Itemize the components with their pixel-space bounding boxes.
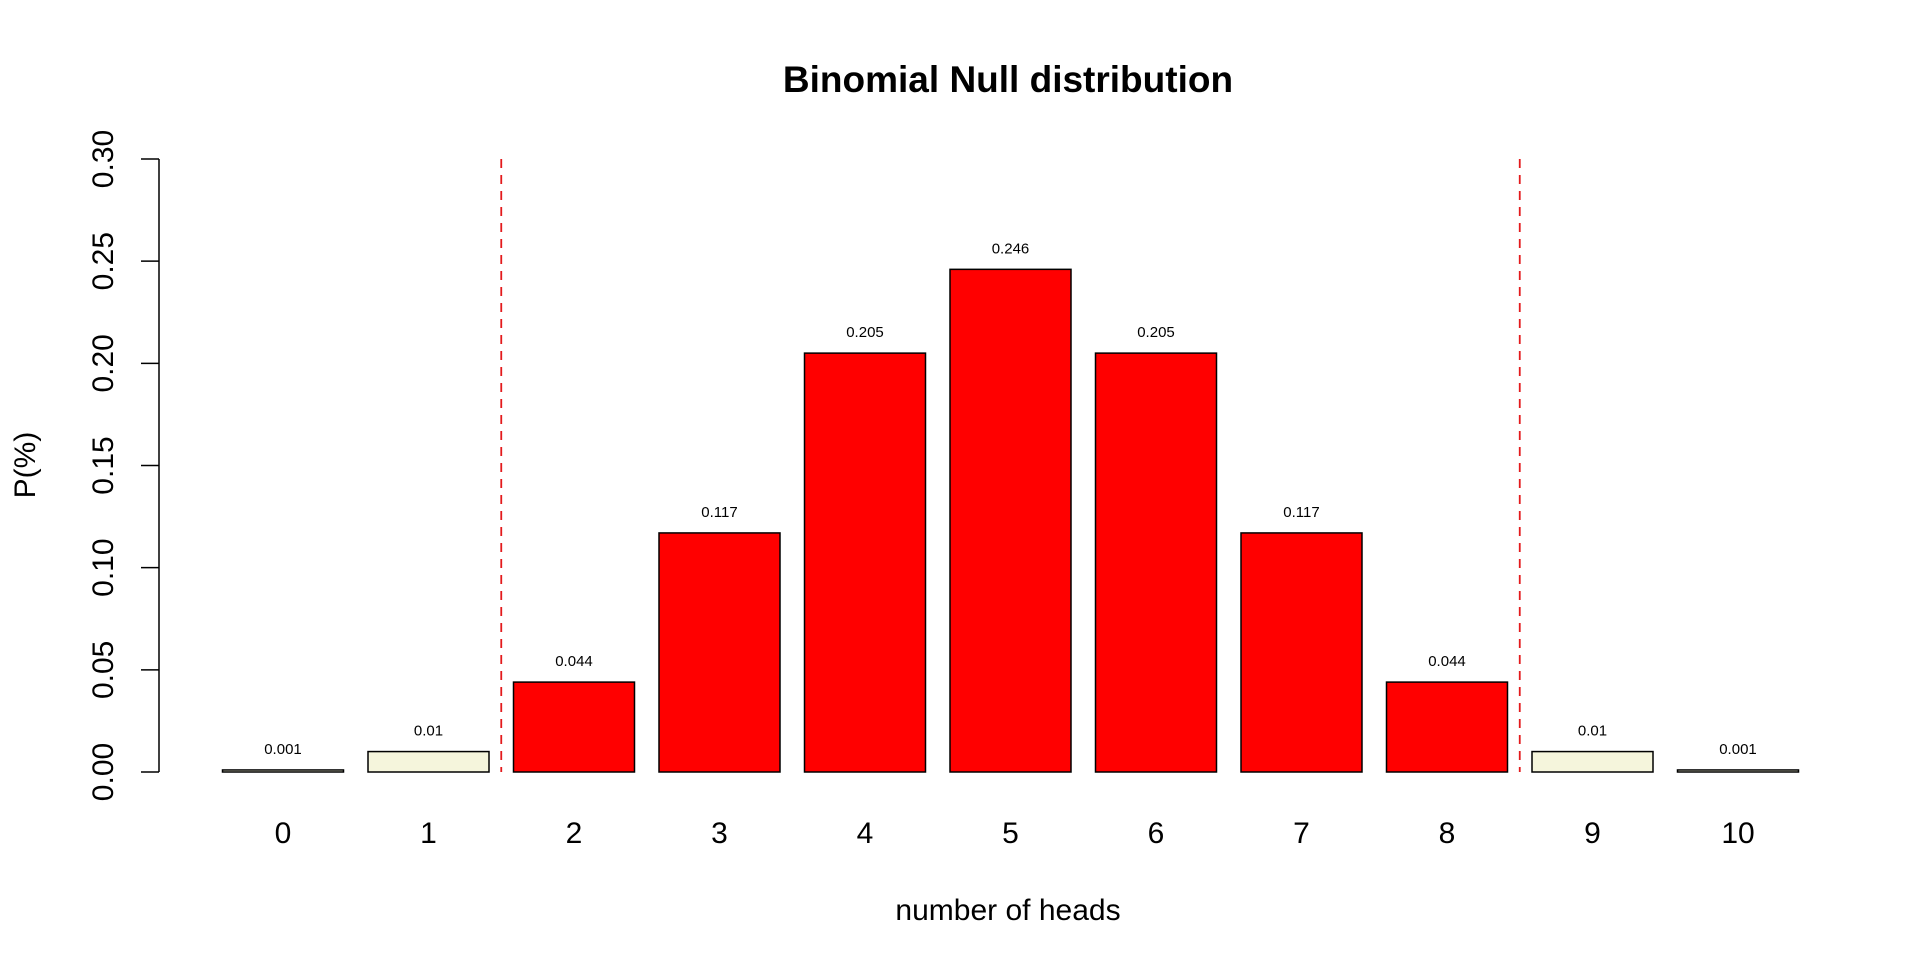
bar-2: [512, 681, 636, 773]
bar-3: [658, 532, 781, 773]
x-tick-labels: 0 1 2 3 4 5 6 7 8 9 10: [275, 817, 1755, 850]
data-label-6: 0.205: [1137, 324, 1175, 341]
bar-5: [949, 268, 1072, 773]
y-tick-label: 0.10: [87, 538, 120, 596]
data-label-7: 0.117: [1283, 504, 1319, 521]
data-label-1: 0.01: [414, 723, 443, 740]
data-label-8: 0.044: [1428, 653, 1466, 670]
bar-6: [1094, 352, 1218, 773]
x-tick-label-0: 0: [275, 817, 292, 850]
x-tick-label-5: 5: [1002, 817, 1019, 850]
bar-9: [1531, 750, 1654, 773]
data-labels-group: 0.001 0.01 0.044 0.117 0.205 0.246 0.205 0.117 0…: [264, 240, 1757, 758]
x-tick-label-9: 9: [1584, 817, 1601, 850]
data-label-3: 0.117: [701, 504, 737, 521]
bar-10: [1676, 769, 1800, 773]
y-tick-label: 0.30: [87, 130, 120, 188]
y-tick-label: 0.15: [87, 436, 120, 494]
y-tick-label: 0.20: [87, 334, 120, 392]
y-tick-label: 0.00: [87, 743, 120, 801]
bar-1: [367, 750, 490, 773]
critical-region-lines: [500, 159, 1521, 772]
bar-0: [221, 769, 345, 773]
bar-7: [1240, 532, 1363, 773]
x-tick-label-6: 6: [1148, 817, 1165, 850]
bars-group: [221, 268, 1800, 773]
data-label-2: 0.044: [555, 653, 593, 670]
x-tick-label-1: 1: [420, 817, 437, 850]
x-tick-label-4: 4: [857, 817, 874, 850]
data-label-5: 0.246: [992, 240, 1030, 257]
x-tick-label-8: 8: [1439, 817, 1456, 850]
data-label-10: 0.001: [1719, 741, 1757, 758]
chart-title: Binomial Null distribution: [783, 59, 1233, 100]
x-tick-label-7: 7: [1293, 817, 1310, 850]
x-tick-label-10: 10: [1721, 817, 1754, 850]
y-axis: 0.00 0.05 0.10 0.15 0.20 0.25 0.30: [87, 130, 160, 801]
x-tick-label-2: 2: [566, 817, 583, 850]
x-axis-label: number of heads: [895, 894, 1120, 927]
data-label-4: 0.205: [846, 324, 884, 341]
y-tick-label: 0.05: [87, 641, 120, 699]
x-tick-label-3: 3: [711, 817, 728, 850]
y-axis-label: P(%): [9, 432, 42, 499]
data-label-9: 0.01: [1578, 723, 1607, 740]
bar-8: [1385, 681, 1509, 773]
data-label-0: 0.001: [264, 741, 302, 758]
y-tick-label: 0.25: [87, 232, 120, 290]
bar-4: [803, 352, 927, 773]
